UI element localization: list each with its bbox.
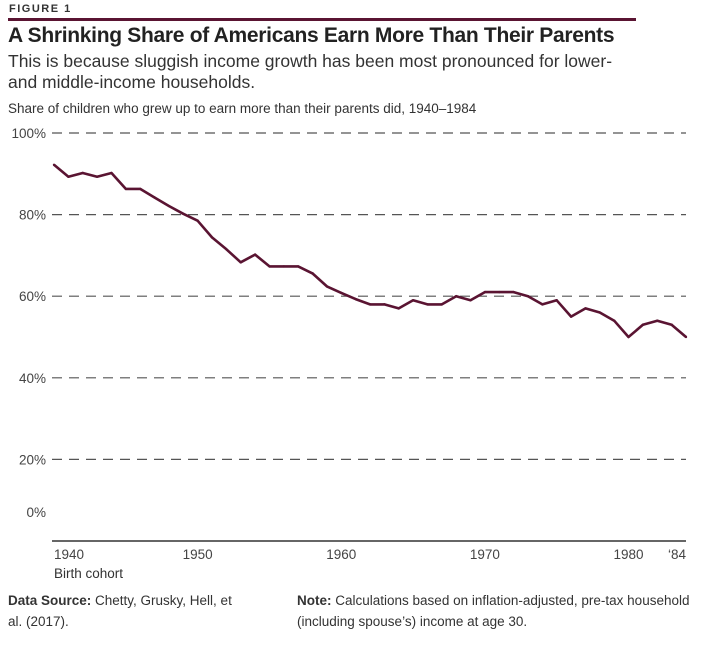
- data-point: [383, 303, 386, 306]
- data-point: [81, 171, 84, 175]
- y-tick-label: 100%: [11, 126, 46, 141]
- data-point: [454, 295, 458, 298]
- data-point: [153, 196, 156, 199]
- data-point: [541, 303, 544, 306]
- data-point: [268, 265, 271, 268]
- source-label: Data Source:: [8, 593, 92, 608]
- data-point: [469, 299, 472, 302]
- data-point: [225, 248, 228, 251]
- data-point: [426, 303, 429, 306]
- series-line: [53, 163, 687, 339]
- data-point: [684, 335, 688, 339]
- data-point: [196, 219, 199, 222]
- chart-description: Share of children who grew up to earn mo…: [8, 101, 477, 116]
- x-tick-label: 1960: [326, 547, 356, 562]
- data-point: [440, 303, 444, 306]
- data-point: [498, 290, 501, 294]
- data-point: [656, 319, 659, 322]
- x-tick-label: ‘84: [668, 547, 687, 562]
- data-point: [512, 290, 515, 294]
- x-tick-label: 1970: [470, 547, 500, 562]
- data-point: [641, 323, 645, 326]
- data-point: [612, 319, 616, 322]
- data-point: [584, 307, 587, 310]
- data-point: [296, 265, 300, 268]
- data-point: [340, 291, 343, 295]
- data-point: [110, 171, 113, 175]
- source-text: Chetty, Grusky, Hell, et al. (2017).: [8, 593, 232, 629]
- data-point: [670, 323, 673, 326]
- note-text: Calculations based on inflation-adjusted…: [297, 593, 690, 629]
- x-tick-label: 1940: [54, 547, 84, 562]
- data-point: [95, 175, 99, 178]
- data-point: [483, 290, 487, 294]
- data-point: [569, 315, 573, 318]
- data-point: [598, 311, 602, 314]
- data-point: [325, 285, 329, 288]
- data-point: [253, 253, 257, 256]
- data-point: [138, 187, 142, 191]
- y-tick-label: 40%: [19, 371, 46, 386]
- note: Note: Calculations based on inflation-ad…: [297, 590, 697, 632]
- x-tick-label: 1980: [614, 547, 644, 562]
- data-point: [354, 297, 357, 301]
- data-point: [67, 175, 70, 178]
- data-point: [239, 261, 242, 264]
- y-tick-label: 20%: [19, 452, 46, 467]
- data-point: [397, 307, 400, 310]
- data-point: [368, 303, 372, 306]
- header-rule: [8, 18, 636, 21]
- data-point: [311, 272, 314, 275]
- data-point: [52, 163, 56, 167]
- data-point: [282, 265, 286, 268]
- data-point: [526, 295, 530, 298]
- data-point: [555, 299, 558, 302]
- data-point: [210, 236, 214, 239]
- chart-subtitle: This is because sluggish income growth h…: [8, 51, 613, 92]
- note-label: Note:: [297, 593, 332, 608]
- data-point: [627, 335, 630, 339]
- data-point: [411, 299, 415, 302]
- y-tick-label: 80%: [19, 208, 46, 223]
- x-axis-label: Birth cohort: [54, 566, 124, 581]
- y-tick-label: 60%: [19, 289, 46, 304]
- y-tick-label: 0%: [26, 505, 46, 520]
- data-point: [167, 204, 171, 208]
- x-tick-label: 1950: [183, 547, 213, 562]
- data-point: [182, 212, 185, 215]
- data-point: [124, 187, 128, 191]
- chart-title: A Shrinking Share of Americans Earn More…: [8, 24, 615, 47]
- figure-label: FIGURE 1: [9, 3, 72, 15]
- data-source: Data Source: Chetty, Grusky, Hell, et al…: [8, 590, 238, 632]
